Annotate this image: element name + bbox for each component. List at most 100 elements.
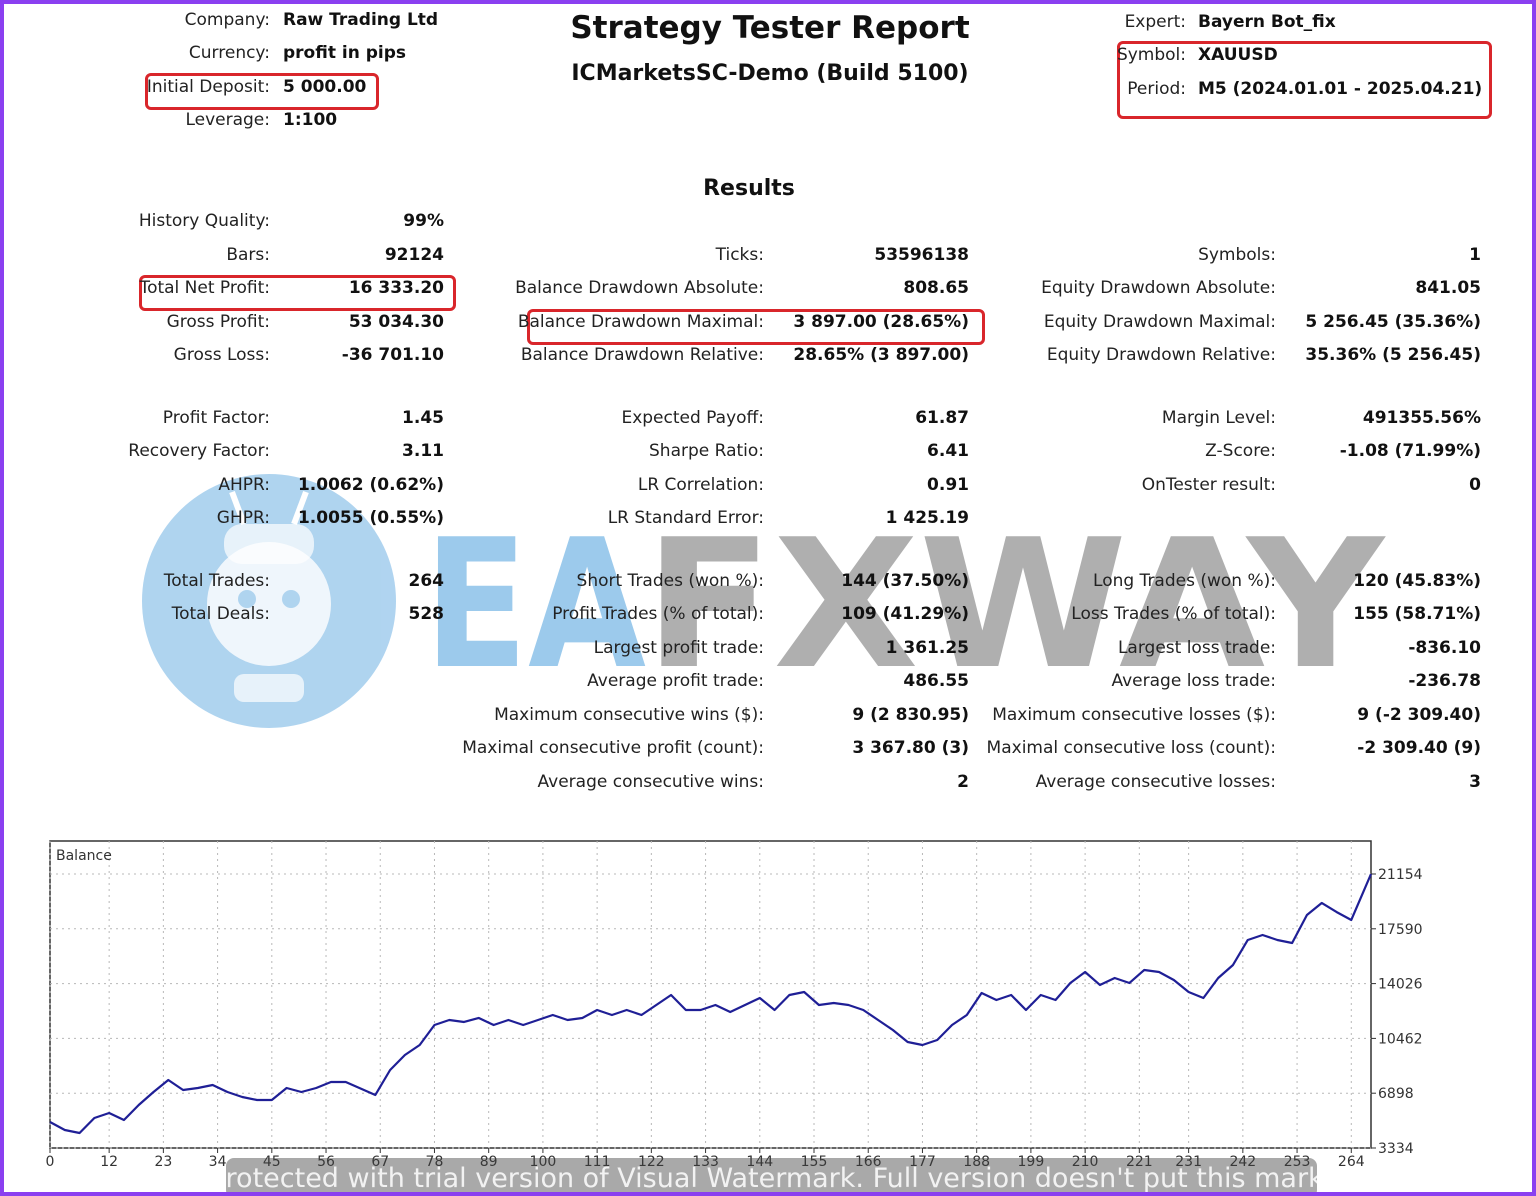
x-tick-label: 78 [426, 1154, 444, 1170]
x-tick-label: 166 [855, 1154, 882, 1170]
result-value: 1 [1469, 244, 1481, 265]
y-tick-label: 10462 [1378, 1031, 1423, 1047]
x-tick-label: 144 [746, 1154, 773, 1170]
result-label: Symbols: [1198, 244, 1276, 265]
result-label: OnTester result: [1141, 474, 1276, 495]
x-tick-label: 264 [1338, 1154, 1365, 1170]
x-tick-label: 89 [480, 1154, 498, 1170]
result-value: 1.0062 (0.62%) [297, 474, 444, 495]
result-value: 92124 [384, 244, 444, 265]
result-label: Equity Drawdown Relative: [1046, 345, 1276, 365]
result-label: AHPR: [218, 474, 270, 495]
result-label: Ticks: [715, 244, 764, 265]
result-value: -836.10 [1408, 637, 1481, 658]
result-value: 808.65 [903, 278, 969, 298]
result-value: 491355.56% [1362, 407, 1481, 428]
result-label: Recovery Factor: [128, 441, 270, 461]
result-label: Maximum consecutive losses ($): [992, 704, 1276, 725]
y-tick-label: 17590 [1378, 922, 1423, 938]
result-label: Gross Loss: [173, 345, 270, 365]
x-tick-label: 67 [371, 1154, 389, 1170]
y-tick-label: 14026 [1378, 977, 1423, 993]
highlight-box [145, 73, 379, 110]
report-title: Strategy Tester Report [570, 10, 970, 46]
x-tick-label: 188 [963, 1154, 990, 1170]
result-label: Maximum consecutive wins ($): [494, 704, 764, 725]
result-label: Total Deals: [171, 604, 270, 624]
header-label: Currency: [188, 43, 270, 63]
result-label: LR Correlation: [637, 474, 764, 495]
plot-area [49, 840, 1372, 1149]
result-value: 0.91 [927, 474, 969, 495]
header-label: Symbol: [1116, 45, 1186, 65]
header-label: Leverage: [185, 110, 270, 130]
x-tick-label: 122 [638, 1154, 665, 1170]
header-label: Company: [184, 10, 270, 30]
result-value: 9 (-2 309.40) [1357, 704, 1481, 725]
result-label: Average consecutive wins: [537, 771, 764, 792]
y-tick-label: 6898 [1378, 1086, 1414, 1102]
result-value: -36 701.10 [341, 345, 444, 365]
result-label: Profit Trades (% of total): [552, 604, 764, 624]
x-tick-label: 253 [1284, 1154, 1311, 1170]
x-tick-label: 231 [1175, 1154, 1202, 1170]
result-value: 9 (2 830.95) [852, 704, 969, 725]
highlight-box [139, 275, 456, 311]
result-value: 16 333.20 [348, 278, 444, 298]
x-tick-label: 242 [1229, 1154, 1256, 1170]
result-value: 1.45 [402, 407, 444, 428]
result-value: 528 [408, 604, 445, 624]
result-value: 53 034.30 [348, 311, 444, 332]
result-value: 155 (58.71%) [1353, 604, 1481, 624]
result-label: Loss Trades (% of total): [1071, 604, 1276, 624]
result-value: -1.08 (71.99%) [1339, 441, 1481, 461]
result-value: 99% [403, 211, 444, 231]
result-value: 5 256.45 (35.36%) [1305, 311, 1481, 332]
result-value: 3 367.80 (3) [852, 738, 969, 758]
result-value: 144 (37.50%) [841, 570, 969, 591]
result-value: 1 425.19 [885, 508, 969, 528]
result-label: Average consecutive losses: [1035, 771, 1276, 792]
x-tick-label: 155 [801, 1154, 828, 1170]
result-value: 120 (45.83%) [1353, 570, 1481, 591]
result-label: Balance Drawdown Maximal: [517, 311, 764, 332]
balance-chart: 3334 6898 10462 14026 17590 21154 0 12 23 34 45 56 6… [46, 840, 1423, 1170]
x-tick-label: 221 [1126, 1154, 1153, 1170]
header-value: M5 (2024.01.01 - 2025.04.21) [1198, 79, 1483, 99]
result-label: Balance Drawdown Relative: [520, 345, 764, 365]
x-tick-label: 100 [530, 1154, 557, 1170]
x-tick-label: 199 [1018, 1154, 1045, 1170]
highlight-box [527, 309, 985, 345]
result-label: Sharpe Ratio: [649, 441, 764, 461]
result-value: 486.55 [903, 671, 969, 691]
x-tick-label: 111 [584, 1154, 611, 1170]
result-value: 3 [1469, 771, 1481, 792]
header-value: 1:100 [283, 110, 338, 130]
header-value: 5 000.00 [283, 77, 367, 97]
result-label: GHPR: [216, 508, 270, 528]
result-value: 2 [957, 771, 969, 792]
result-label: Balance Drawdown Absolute: [515, 278, 764, 298]
x-tick-label: 0 [46, 1154, 55, 1170]
x-tick-label: 34 [209, 1154, 227, 1170]
result-label: Bars: [226, 244, 270, 265]
y-tick-label: 3334 [1378, 1141, 1414, 1157]
results-title: Results [703, 176, 795, 201]
result-value: 1.0055 (0.55%) [297, 508, 444, 528]
x-tick-label: 56 [317, 1154, 335, 1170]
result-value: 264 [408, 570, 445, 591]
result-label: LR Standard Error: [607, 508, 764, 528]
result-value: 109 (41.29%) [841, 604, 969, 624]
x-tick-label: 12 [100, 1154, 118, 1170]
x-tick-label: 23 [154, 1154, 172, 1170]
result-label: Equity Drawdown Absolute: [1041, 278, 1276, 298]
result-label: Margin Level: [1161, 407, 1276, 428]
result-value: 1 361.25 [885, 637, 969, 658]
result-value: 53596138 [874, 244, 969, 265]
highlight-box [1117, 41, 1492, 119]
legend-label: Balance [56, 848, 112, 864]
x-tick-label: 177 [909, 1154, 936, 1170]
result-label: Long Trades (won %): [1093, 570, 1276, 591]
result-label: Maximal consecutive profit (count): [462, 738, 764, 758]
report-subtitle: ICMarketsSC-Demo (Build 5100) [571, 61, 969, 86]
